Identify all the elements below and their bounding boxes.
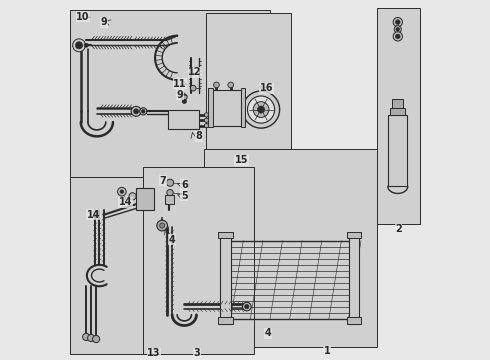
Text: 10: 10 bbox=[76, 12, 90, 22]
Circle shape bbox=[243, 91, 280, 128]
Circle shape bbox=[245, 305, 249, 309]
Text: 13: 13 bbox=[147, 348, 161, 358]
Bar bbox=[204, 149, 377, 347]
Circle shape bbox=[396, 27, 399, 31]
Bar bbox=[348, 234, 359, 324]
Bar bbox=[218, 231, 233, 238]
Circle shape bbox=[204, 118, 209, 122]
Circle shape bbox=[120, 190, 123, 193]
Text: 14: 14 bbox=[119, 197, 132, 207]
Circle shape bbox=[73, 39, 85, 52]
Text: 16: 16 bbox=[260, 83, 273, 93]
Circle shape bbox=[160, 223, 165, 228]
Bar bbox=[241, 88, 245, 127]
Bar bbox=[347, 317, 361, 324]
Circle shape bbox=[253, 102, 269, 117]
Circle shape bbox=[214, 82, 220, 88]
Bar bbox=[377, 8, 420, 224]
Bar bbox=[168, 109, 198, 129]
Circle shape bbox=[131, 106, 141, 116]
Text: 15: 15 bbox=[235, 155, 248, 165]
Circle shape bbox=[167, 189, 173, 196]
Circle shape bbox=[157, 220, 168, 231]
Circle shape bbox=[167, 179, 173, 186]
Text: 11: 11 bbox=[173, 78, 187, 89]
Text: 5: 5 bbox=[181, 191, 188, 201]
Bar bbox=[143, 167, 254, 354]
Bar bbox=[388, 115, 407, 186]
Circle shape bbox=[83, 333, 90, 341]
Circle shape bbox=[395, 34, 400, 39]
Circle shape bbox=[88, 334, 95, 342]
Circle shape bbox=[182, 99, 187, 103]
Circle shape bbox=[393, 18, 402, 27]
Bar bbox=[209, 90, 242, 126]
Text: 9: 9 bbox=[100, 17, 107, 27]
Circle shape bbox=[142, 109, 145, 113]
Circle shape bbox=[395, 20, 400, 24]
Text: 9: 9 bbox=[177, 90, 183, 100]
Circle shape bbox=[181, 94, 187, 100]
Circle shape bbox=[247, 96, 274, 123]
Circle shape bbox=[394, 26, 401, 33]
Bar bbox=[165, 195, 173, 204]
Circle shape bbox=[118, 187, 126, 196]
Text: 2: 2 bbox=[395, 224, 402, 234]
Bar bbox=[218, 317, 233, 324]
Text: 4: 4 bbox=[169, 235, 175, 245]
Bar bbox=[390, 108, 405, 115]
Circle shape bbox=[129, 193, 136, 200]
Bar bbox=[347, 231, 361, 238]
Circle shape bbox=[204, 123, 209, 128]
Bar bbox=[206, 13, 292, 158]
Circle shape bbox=[84, 44, 88, 47]
Circle shape bbox=[191, 85, 196, 91]
Text: 3: 3 bbox=[194, 348, 200, 358]
Circle shape bbox=[134, 109, 139, 114]
Circle shape bbox=[243, 302, 251, 311]
Circle shape bbox=[93, 336, 100, 343]
Circle shape bbox=[140, 108, 147, 115]
Bar bbox=[208, 88, 213, 127]
Text: 8: 8 bbox=[195, 131, 202, 141]
Circle shape bbox=[204, 113, 209, 117]
Text: 14: 14 bbox=[87, 210, 100, 220]
Text: 12: 12 bbox=[188, 67, 202, 77]
Circle shape bbox=[393, 32, 402, 41]
Bar bbox=[220, 234, 231, 324]
Circle shape bbox=[75, 42, 83, 49]
Text: 1: 1 bbox=[324, 346, 330, 356]
Bar bbox=[136, 188, 154, 210]
Text: 4: 4 bbox=[265, 328, 271, 338]
Text: 7: 7 bbox=[160, 176, 166, 186]
Bar bbox=[70, 177, 161, 354]
Circle shape bbox=[228, 82, 234, 88]
Text: 6: 6 bbox=[181, 180, 188, 190]
Circle shape bbox=[257, 106, 265, 113]
Bar bbox=[70, 10, 270, 177]
Bar bbox=[392, 99, 403, 108]
